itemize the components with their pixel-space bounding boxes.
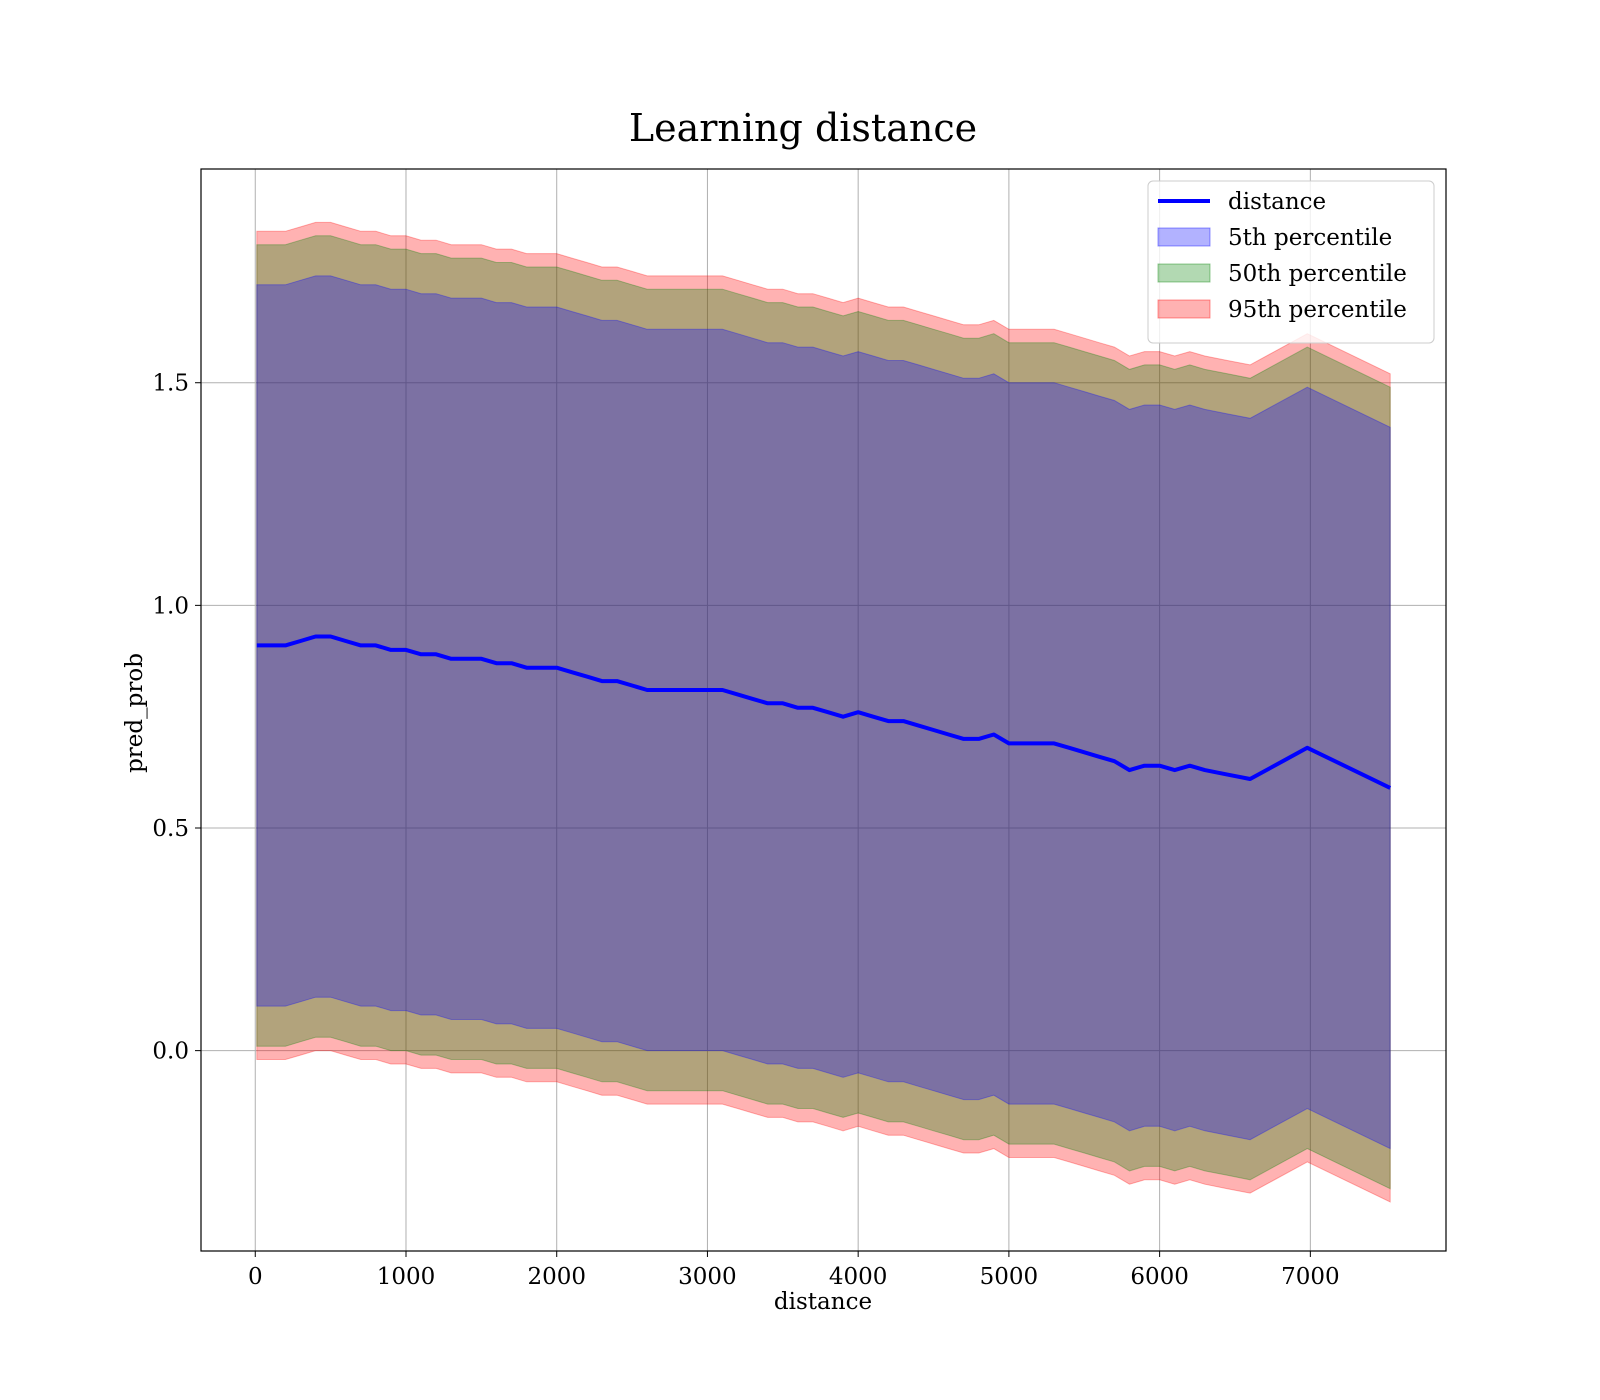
series-line-distance: [256, 634, 1392, 790]
y-tick-label-2: 1.0: [152, 593, 189, 619]
legend: distance 5th percentile 50th percentile 95t…: [1147, 180, 1435, 344]
x-tick-label-7: 7000: [1281, 1264, 1340, 1290]
x-tick-label-5: 5000: [980, 1264, 1039, 1290]
legend-label-95th-percentile: 95th percentile: [1228, 297, 1407, 323]
y-tick-label-0: 0.0: [152, 1039, 189, 1065]
grid-layer: [201, 169, 1446, 1251]
x-axis-label: distance: [774, 1289, 872, 1315]
y-tick-label-1: 0.5: [152, 816, 189, 842]
legend-label-distance: distance: [1228, 189, 1326, 215]
x-tick-label-1: 1000: [377, 1264, 436, 1290]
legend-swatch-50th-percentile: [1157, 263, 1211, 283]
chart-title: Learning distance: [629, 106, 977, 150]
legend-label-5th-percentile: 5th percentile: [1228, 225, 1392, 251]
x-tick-label-0: 0: [248, 1264, 263, 1290]
y-axis-label: pred_prob: [122, 653, 148, 773]
tick-layer: 0 1000 2000 3000 4000 5000 6000 7000 0.0 0.5 1.0 1.…: [152, 371, 1339, 1290]
x-tick-label-6: 6000: [1130, 1264, 1189, 1290]
x-tick-label-3: 3000: [678, 1264, 737, 1290]
legend-swatch-5th-percentile: [1157, 227, 1211, 247]
line-layer: [256, 634, 1392, 790]
plot-frame: [200, 168, 1447, 1252]
y-tick-label-3: 1.5: [152, 371, 189, 397]
legend-label-50th-percentile: 50th percentile: [1228, 261, 1407, 287]
legend-swatch-95th-percentile: [1157, 299, 1211, 319]
x-tick-label-2: 2000: [527, 1264, 586, 1290]
legend-box: [1147, 180, 1435, 344]
x-tick-label-4: 4000: [829, 1264, 888, 1290]
